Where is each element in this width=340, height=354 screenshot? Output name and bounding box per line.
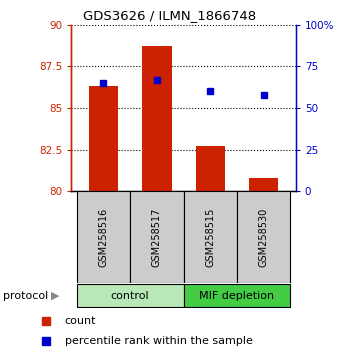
Bar — [195, 146, 225, 191]
Text: protocol: protocol — [3, 291, 49, 301]
Text: GSM258516: GSM258516 — [99, 207, 108, 267]
Text: GDS3626 / ILMN_1866748: GDS3626 / ILMN_1866748 — [83, 9, 257, 22]
Text: GSM258530: GSM258530 — [259, 207, 269, 267]
Text: percentile rank within the sample: percentile rank within the sample — [65, 336, 253, 346]
Bar — [89, 86, 118, 191]
Text: control: control — [111, 291, 150, 301]
FancyBboxPatch shape — [77, 191, 130, 283]
FancyBboxPatch shape — [237, 191, 290, 283]
Text: count: count — [65, 316, 96, 326]
Text: GSM258515: GSM258515 — [205, 207, 215, 267]
Text: MIF depletion: MIF depletion — [200, 291, 275, 301]
FancyBboxPatch shape — [184, 191, 237, 283]
Bar — [142, 46, 172, 191]
FancyBboxPatch shape — [184, 284, 290, 308]
Text: ▶: ▶ — [51, 291, 60, 301]
Text: GSM258517: GSM258517 — [152, 207, 162, 267]
Bar — [249, 178, 278, 191]
FancyBboxPatch shape — [130, 191, 184, 283]
FancyBboxPatch shape — [77, 284, 184, 308]
